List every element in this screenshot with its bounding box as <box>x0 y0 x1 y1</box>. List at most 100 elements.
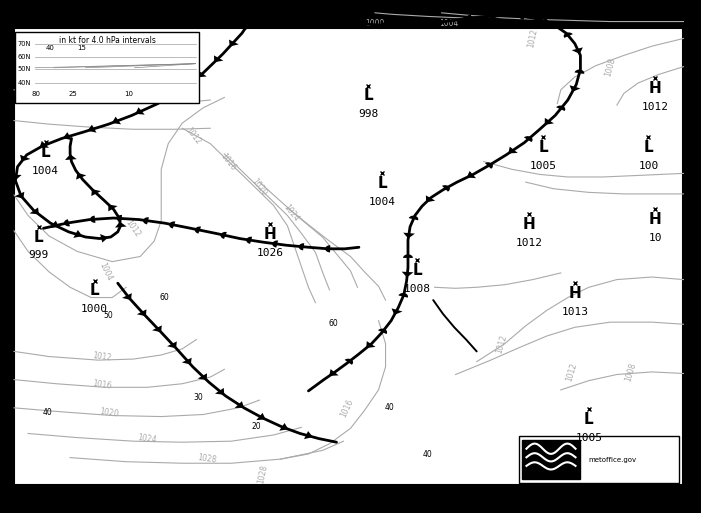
Polygon shape <box>545 118 554 125</box>
Polygon shape <box>65 154 76 160</box>
Polygon shape <box>485 162 493 169</box>
Polygon shape <box>403 254 413 258</box>
Bar <box>522 440 580 479</box>
Text: 1008: 1008 <box>404 284 430 294</box>
Text: in kt for 4.0 hPa intervals: in kt for 4.0 hPa intervals <box>59 36 156 45</box>
Text: 1004: 1004 <box>32 166 59 176</box>
Text: 70N: 70N <box>18 41 31 47</box>
Text: 40: 40 <box>46 45 55 51</box>
Text: 100: 100 <box>639 161 658 171</box>
Text: 40: 40 <box>423 449 433 459</box>
Polygon shape <box>182 358 191 365</box>
Polygon shape <box>91 189 101 196</box>
Text: 40: 40 <box>384 403 394 412</box>
Text: 1024: 1024 <box>281 203 301 223</box>
Polygon shape <box>508 147 518 153</box>
Text: 1012: 1012 <box>564 362 578 382</box>
Polygon shape <box>158 97 168 104</box>
Text: 1016: 1016 <box>218 151 238 172</box>
Text: L: L <box>584 411 594 427</box>
Text: 1012: 1012 <box>494 333 508 354</box>
Polygon shape <box>257 413 266 420</box>
Text: 1024: 1024 <box>137 433 157 444</box>
Text: 1004: 1004 <box>97 261 114 283</box>
Text: 1012: 1012 <box>184 126 202 146</box>
Polygon shape <box>272 241 278 248</box>
Text: 60: 60 <box>160 293 170 302</box>
Text: H: H <box>523 216 536 232</box>
Bar <box>14 28 683 485</box>
Polygon shape <box>398 293 408 298</box>
Polygon shape <box>403 232 415 239</box>
Bar <box>15 32 199 103</box>
Text: H: H <box>569 286 581 301</box>
Polygon shape <box>235 401 244 408</box>
Polygon shape <box>246 236 252 244</box>
Text: L: L <box>538 140 548 155</box>
Text: 60: 60 <box>328 319 338 328</box>
Polygon shape <box>63 132 72 140</box>
Text: 10: 10 <box>648 232 662 243</box>
Text: L: L <box>34 229 43 245</box>
Polygon shape <box>122 293 132 300</box>
Polygon shape <box>392 308 402 315</box>
Text: L: L <box>412 263 422 278</box>
Text: 1028: 1028 <box>197 453 217 465</box>
Polygon shape <box>152 325 162 332</box>
Text: 50N: 50N <box>18 66 31 72</box>
Polygon shape <box>524 136 533 142</box>
Text: 1012: 1012 <box>124 218 142 239</box>
Polygon shape <box>76 173 86 180</box>
Polygon shape <box>39 141 49 148</box>
Text: 1000: 1000 <box>81 304 108 314</box>
Text: L: L <box>644 140 653 155</box>
Text: L: L <box>363 88 373 104</box>
Text: 25: 25 <box>69 91 77 97</box>
Text: L: L <box>41 145 50 160</box>
Polygon shape <box>304 431 313 439</box>
Polygon shape <box>49 221 59 228</box>
Text: 10: 10 <box>125 91 133 97</box>
Polygon shape <box>179 85 188 91</box>
Polygon shape <box>556 106 565 111</box>
Polygon shape <box>20 155 30 162</box>
Text: 40: 40 <box>43 408 53 418</box>
Polygon shape <box>325 245 330 252</box>
Polygon shape <box>64 219 70 226</box>
Polygon shape <box>299 243 304 250</box>
Text: 1005: 1005 <box>530 161 557 171</box>
Text: 1008: 1008 <box>603 56 617 77</box>
Text: L: L <box>377 175 387 191</box>
Polygon shape <box>169 222 175 228</box>
Polygon shape <box>135 107 144 114</box>
Bar <box>519 436 679 483</box>
Polygon shape <box>570 85 580 92</box>
Polygon shape <box>229 40 239 47</box>
Text: 1013: 1013 <box>562 307 588 317</box>
Polygon shape <box>195 227 201 233</box>
Polygon shape <box>88 125 97 133</box>
Polygon shape <box>426 195 435 202</box>
Polygon shape <box>108 205 118 211</box>
Text: 60N: 60N <box>18 53 31 60</box>
Polygon shape <box>198 70 207 77</box>
Polygon shape <box>100 234 109 243</box>
Polygon shape <box>115 222 127 228</box>
Polygon shape <box>215 388 224 395</box>
Polygon shape <box>279 423 288 431</box>
Polygon shape <box>10 174 22 180</box>
Polygon shape <box>437 18 445 27</box>
Polygon shape <box>467 14 472 22</box>
Text: 1004: 1004 <box>369 196 395 207</box>
Text: 15: 15 <box>78 45 86 51</box>
Polygon shape <box>90 215 95 223</box>
Text: 1012: 1012 <box>92 351 111 362</box>
Text: 30: 30 <box>193 393 203 402</box>
Text: 1008: 1008 <box>624 361 638 383</box>
Polygon shape <box>304 16 308 24</box>
Text: 1028: 1028 <box>257 464 269 485</box>
Polygon shape <box>378 329 387 334</box>
Polygon shape <box>273 12 282 21</box>
Polygon shape <box>214 55 224 62</box>
Polygon shape <box>167 341 177 348</box>
